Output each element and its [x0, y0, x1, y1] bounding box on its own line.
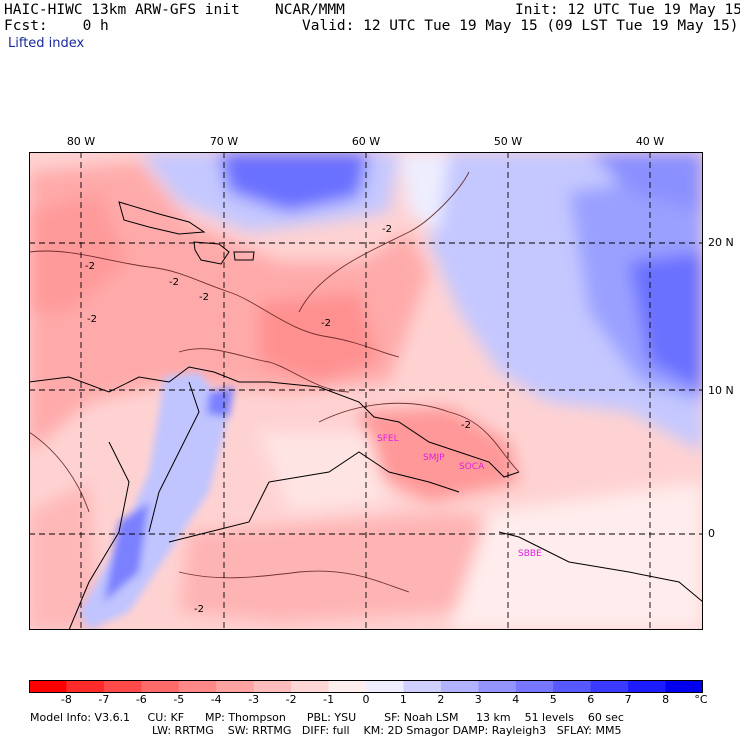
colorbar-swatch [178, 680, 217, 693]
model-info-line2: LW: RRTMG SW: RRTMG DIFF: full KM: 2D Sm… [152, 724, 622, 737]
model-info-line1: Model Info: V3.6.1 CU: KF MP: Thompson P… [30, 711, 624, 724]
colorbar-swatch [66, 680, 105, 693]
colorbar-swatch [403, 680, 442, 693]
contour-line [178, 348, 350, 393]
venezuela-border [268, 451, 460, 493]
colorbar-swatch [328, 680, 367, 693]
colorbar-tick-label: -8 [60, 693, 72, 706]
colorbar-tick-label: -7 [98, 693, 110, 706]
hispaniola-coast [193, 241, 230, 265]
contour-label: -2 [85, 261, 95, 272]
contour-label: -2 [194, 604, 204, 615]
li-contours [29, 171, 520, 593]
lon-label: 60 W [351, 135, 381, 148]
caribbean-unstable [29, 162, 429, 452]
colorbar-tick-label: 3 [474, 693, 482, 706]
lat-lon-grid [29, 152, 703, 630]
colorbar-tick-label: 4 [512, 693, 520, 706]
colorbar-tick-label: -1 [323, 693, 335, 706]
coastlines [29, 201, 703, 630]
lat-label: 10 N [708, 384, 734, 397]
west-caribbean-unstable [29, 192, 129, 312]
lon-label: 40 W [635, 135, 665, 148]
caribbean-unstable-core [259, 292, 379, 382]
brazil-coast [498, 531, 703, 603]
colorbar-swatch [291, 680, 330, 693]
colorbar-tick-label: -2 [285, 693, 297, 706]
puerto-rico-coast [233, 251, 255, 261]
colorbar-swatch [29, 680, 67, 693]
lifted-index-map: -2 -2 -2 -2 -2 -2 -2 -2 SFEL SMJP SOCA S… [29, 152, 703, 630]
lon-label: 80 W [66, 135, 96, 148]
colombia-border [148, 381, 200, 533]
colorbar-frame [29, 680, 703, 693]
colorbar-tick-label: 5 [549, 693, 557, 706]
atlantic-ne-blue [589, 152, 703, 212]
station-label: SOCA [459, 462, 485, 472]
station-label: SMJP [423, 453, 445, 463]
contour-line [178, 570, 410, 593]
contour-label: -2 [87, 314, 97, 325]
north-stable-core [219, 152, 369, 212]
forecast-hour: Fcst: 0 h [4, 18, 109, 34]
colorbar-swatch [253, 680, 292, 693]
station-label: SBBE [518, 549, 542, 559]
colorbar-swatch [103, 680, 142, 693]
cuba-coast [118, 201, 206, 235]
colorbar-swatch [478, 680, 517, 693]
venezuela-neutral [259, 432, 389, 512]
colorbar-swatch [440, 680, 479, 693]
contour-label: -2 [461, 420, 471, 431]
contour-label: -2 [321, 318, 331, 329]
colorbar-tick-label: 6 [587, 693, 595, 706]
colorbar-swatch [665, 680, 703, 693]
colorbar-swatch [553, 680, 592, 693]
colorbar-swatch [216, 680, 255, 693]
contour-label: -2 [169, 277, 179, 288]
init-time: Init: 12 UTC Tue 19 May 15 [515, 2, 740, 18]
colorbar-swatch [590, 680, 629, 693]
contour-line [298, 171, 470, 313]
lat-label: 20 N [708, 236, 734, 249]
contour-line [318, 402, 520, 473]
merida-stable [207, 387, 234, 417]
lat-label: 0 [708, 527, 715, 540]
colorbar-swatch [515, 680, 554, 693]
brazil-border [168, 481, 270, 543]
pacific-coast [68, 441, 130, 630]
colorbar-tick-label: -3 [248, 693, 260, 706]
atlantic-stable-max [629, 252, 703, 392]
colorbar-swatch [628, 680, 667, 693]
valid-time: Valid: 12 UTC Tue 19 May 15 (09 LST Tue … [302, 18, 739, 34]
contour-line [29, 431, 90, 513]
colorbar-tick-label: -5 [173, 693, 185, 706]
guianas-unstable [359, 407, 519, 502]
pacific-unstable [29, 482, 99, 630]
model-title: HAIC-HIWC 13km ARW-GFS init [4, 2, 240, 18]
colorbar-tick-label: -6 [135, 693, 147, 706]
colorbar-tick-label: -4 [210, 693, 222, 706]
colorbar-tick-label: 0 [362, 693, 370, 706]
org-label: NCAR/MMM [275, 2, 345, 18]
colorbar [29, 680, 703, 693]
map-frame [29, 152, 703, 630]
andes-stable-core [104, 502, 149, 602]
lon-label: 50 W [493, 135, 523, 148]
stations-layer: SFEL SMJP SOCA SBBE [377, 434, 542, 559]
south-america-north-coast [29, 366, 520, 478]
station-label: SFEL [377, 434, 399, 444]
colorbar-unit: °C [694, 693, 708, 706]
colorbar-tick-label: 1 [399, 693, 407, 706]
contour-line [29, 250, 400, 358]
colorbar-swatch [141, 680, 180, 693]
colorbar-tick-label: 7 [624, 693, 632, 706]
south-atlantic-neutral [449, 482, 703, 630]
lon-label: 70 W [209, 135, 239, 148]
colorbar-tick-label: 2 [437, 693, 445, 706]
contour-label: -2 [382, 224, 392, 235]
field-name: Lifted index [8, 36, 85, 51]
colorbar-swatch [366, 680, 404, 693]
contour-label: -2 [199, 292, 209, 303]
colorbar-tick-label: 8 [662, 693, 670, 706]
